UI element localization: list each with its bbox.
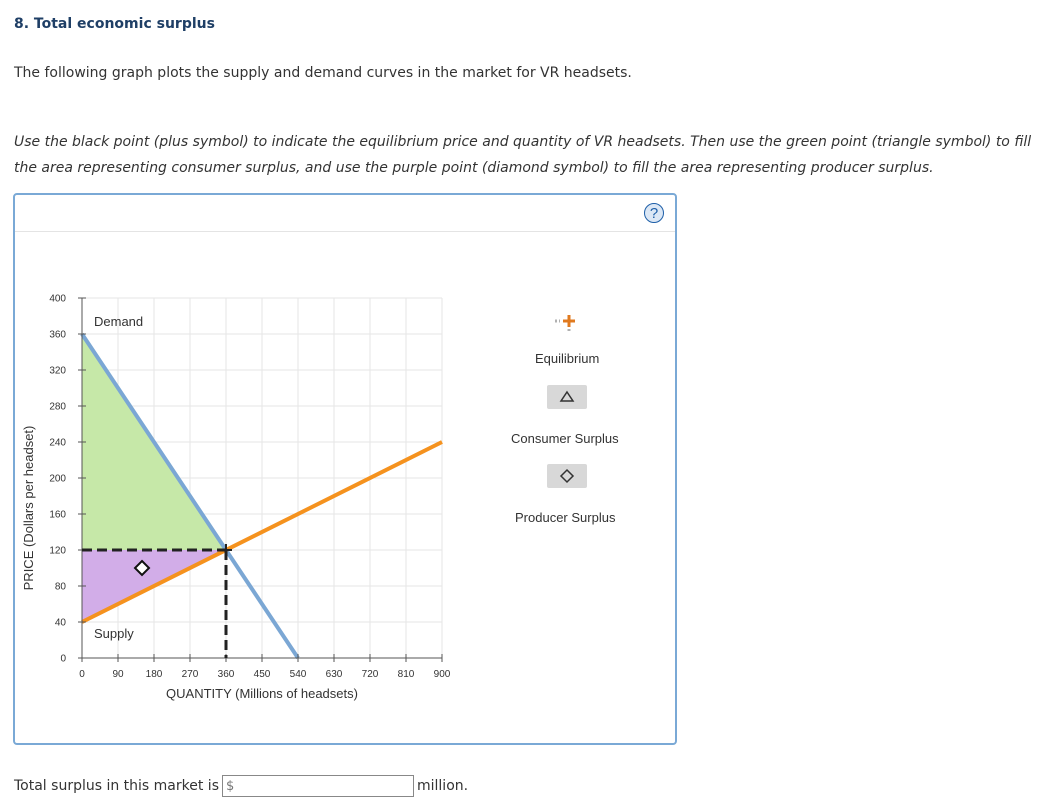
y-tick-label: 200 <box>49 474 66 485</box>
diamond-button[interactable] <box>547 464 587 488</box>
y-tick-label: 80 <box>55 582 67 593</box>
demand-curve <box>80 332 300 660</box>
y-axis-label: PRICE (Dollars per headset) <box>21 426 36 591</box>
answer-suffix: million. <box>417 778 469 794</box>
markers <box>82 544 232 658</box>
x-tick-label: 90 <box>112 669 124 680</box>
y-tick-label: 240 <box>49 438 66 449</box>
y-tick-label: 40 <box>55 618 67 629</box>
y-tick-label: 280 <box>49 402 66 413</box>
question-intro: The following graph plots the supply and… <box>14 65 632 81</box>
x-tick-label: 630 <box>326 669 343 680</box>
surplus-graph[interactable]: Demand Supply 0 90 180 270 360 450 540 630 720 810… <box>15 195 675 743</box>
y-tick-label: 360 <box>49 330 66 341</box>
question-instructions: Use the black point (plus symbol) to ind… <box>14 134 1032 176</box>
axes: 0 90 180 270 360 450 540 630 720 810 900 0 40 80 120 16… <box>49 294 450 681</box>
y-tick-label: 400 <box>49 294 66 305</box>
panel-divider <box>15 231 675 232</box>
curves: Demand Supply <box>80 314 443 660</box>
y-tick-label: 120 <box>49 546 66 557</box>
y-tick-label: 320 <box>49 366 66 377</box>
supply-label: Supply <box>94 626 134 641</box>
x-tick-label: 180 <box>146 669 163 680</box>
x-tick-label: 450 <box>254 669 271 680</box>
y-tick-label: 0 <box>60 654 66 665</box>
help-icon[interactable]: ? <box>644 203 664 223</box>
producer-surplus-tool[interactable]: Producer Surplus <box>509 464 639 525</box>
x-tick-label: 270 <box>182 669 199 680</box>
currency-symbol: $ <box>226 778 235 794</box>
x-tick-label: 540 <box>290 669 307 680</box>
x-axis-label: QUANTITY (Millions of headsets) <box>166 686 358 701</box>
y-tick-label: 160 <box>49 510 66 521</box>
demand-label: Demand <box>94 314 143 329</box>
graph-panel: ? Demand Supply 0 90 180 270 360 450 540 630 720 8… <box>13 193 677 745</box>
equilibrium-tool[interactable]: Equilibrium <box>515 305 615 366</box>
triangle-button[interactable] <box>547 385 587 409</box>
question-title: 8. Total economic surplus <box>14 16 215 32</box>
x-tick-label: 900 <box>434 669 451 680</box>
x-tick-label: 810 <box>398 669 415 680</box>
supply-curve <box>81 440 443 624</box>
total-surplus-input[interactable]: $ <box>222 775 414 797</box>
answer-row: Total surplus in this market is $ millio… <box>14 775 468 797</box>
x-tick-label: 0 <box>79 669 85 680</box>
diamond-icon <box>559 468 575 484</box>
consumer-surplus-label: Consumer Surplus <box>511 431 619 446</box>
plus-icon <box>555 315 575 333</box>
x-tick-label: 360 <box>218 669 235 680</box>
diamond-marker <box>133 559 151 577</box>
x-tick-label: 720 <box>362 669 379 680</box>
consumer-surplus-tool[interactable]: Consumer Surplus <box>509 385 639 446</box>
answer-prefix: Total surplus in this market is <box>14 778 219 794</box>
equilibrium-label: Equilibrium <box>535 351 600 366</box>
producer-surplus-label: Producer Surplus <box>515 510 616 525</box>
triangle-icon <box>559 390 575 402</box>
